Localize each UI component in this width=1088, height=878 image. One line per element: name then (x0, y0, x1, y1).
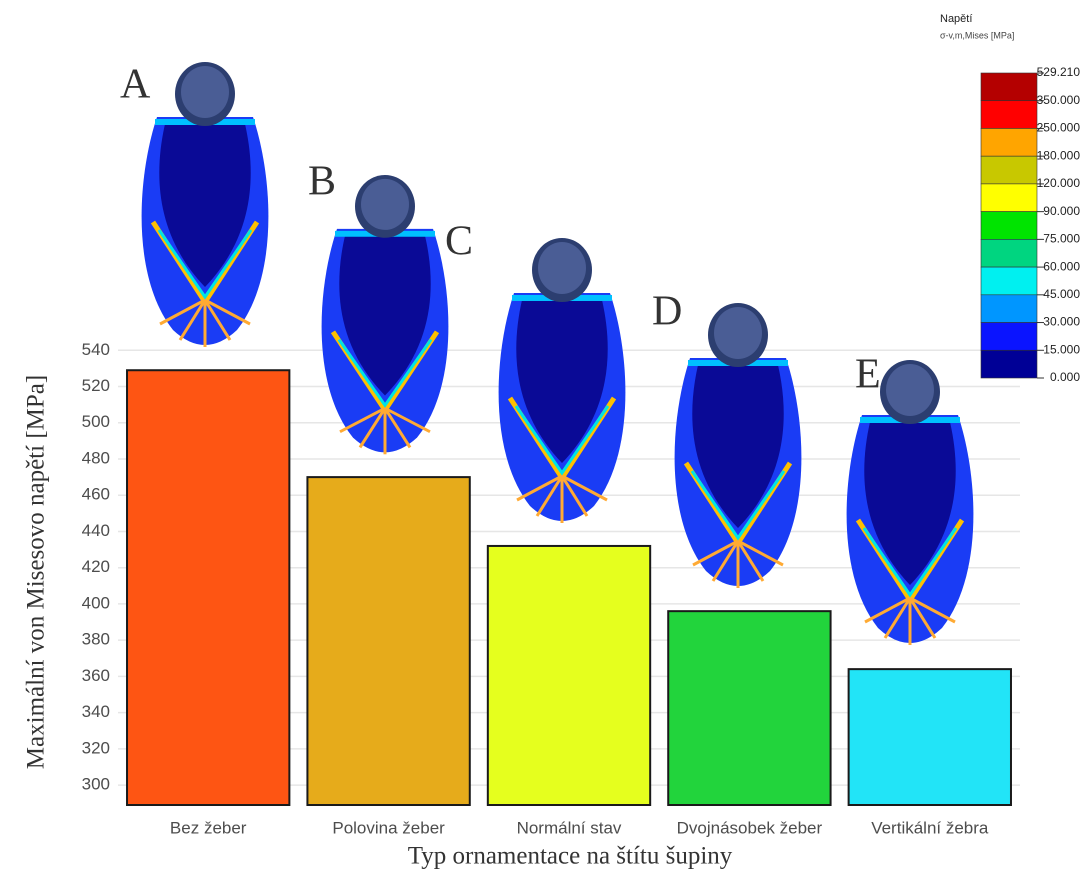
y-tick-label: 540 (82, 340, 110, 359)
fe-image (499, 238, 626, 523)
legend-swatch (981, 212, 1037, 240)
x-tick-label: Dvojnásobek žeber (677, 818, 823, 837)
legend-swatch (981, 184, 1037, 212)
legend-label: 30.000 (1043, 315, 1080, 329)
y-tick-label: 440 (82, 521, 110, 540)
legend-label: 45.000 (1043, 287, 1080, 301)
x-tick-label: Bez žeber (170, 818, 247, 837)
annotation: D (652, 289, 682, 335)
legend-label: 529.210 (1037, 65, 1081, 79)
y-tick-label: 380 (82, 630, 110, 649)
y-tick-label: 460 (82, 485, 110, 504)
x-axis-label: Typ ornamentace na štítu šupiny (408, 843, 733, 870)
y-tick-label: 400 (82, 593, 110, 612)
legend-swatch (981, 73, 1037, 101)
y-tick-label: 360 (82, 666, 110, 685)
legend-label: 90.000 (1043, 204, 1080, 218)
legend-subtitle: σ-v,m,Mises [MPa] (940, 30, 1014, 40)
legend-swatch (981, 295, 1037, 323)
legend-swatch (981, 323, 1037, 351)
y-axis-label: Maximální von Misesovo napětí [MPa] (23, 375, 50, 769)
legend-swatch (981, 267, 1037, 295)
annotation: A (120, 62, 151, 108)
fe-image (675, 303, 802, 588)
x-tick-label: Normální stav (517, 818, 622, 837)
legend-label: 250.000 (1037, 121, 1081, 135)
bar (668, 611, 830, 805)
annotation: B (308, 159, 336, 205)
y-tick-label: 420 (82, 557, 110, 576)
legend-swatch (981, 156, 1037, 184)
bar (488, 546, 650, 805)
fe-image (142, 62, 269, 347)
legend-swatch (981, 128, 1037, 156)
legend-label: 15.000 (1043, 342, 1080, 356)
y-tick-label: 340 (82, 702, 110, 721)
legend: 529.210 350.000 250.000 180.000 120.000 90.00… (981, 65, 1080, 384)
legend-swatch (981, 101, 1037, 129)
y-tick-label: 500 (82, 412, 110, 431)
bar (849, 669, 1011, 805)
legend-label: 60.000 (1043, 259, 1080, 273)
chart: 300320340360380400420440460480500520540 … (0, 0, 1088, 873)
y-tick-label: 300 (82, 775, 110, 794)
legend-title: Napětí (940, 13, 972, 25)
legend-label: 120.000 (1037, 176, 1081, 190)
y-tick-label: 480 (82, 448, 110, 467)
x-tick-label: Vertikální žebra (871, 818, 989, 837)
annotation: C (445, 219, 473, 265)
x-tick-label: Polovina žeber (332, 818, 445, 837)
legend-swatch (981, 350, 1037, 378)
bar (307, 477, 469, 805)
y-tick-label: 320 (82, 738, 110, 757)
legend-label: 350.000 (1037, 93, 1081, 107)
annotation: E (855, 352, 881, 398)
legend-label: 75.000 (1043, 232, 1080, 246)
legend-label: 180.000 (1037, 148, 1081, 162)
legend-swatch (981, 239, 1037, 267)
fe-image (847, 360, 974, 645)
fe-image (322, 175, 449, 454)
y-tick-label: 520 (82, 376, 110, 395)
legend-label: 0.000 (1050, 370, 1080, 384)
bar (127, 370, 289, 805)
